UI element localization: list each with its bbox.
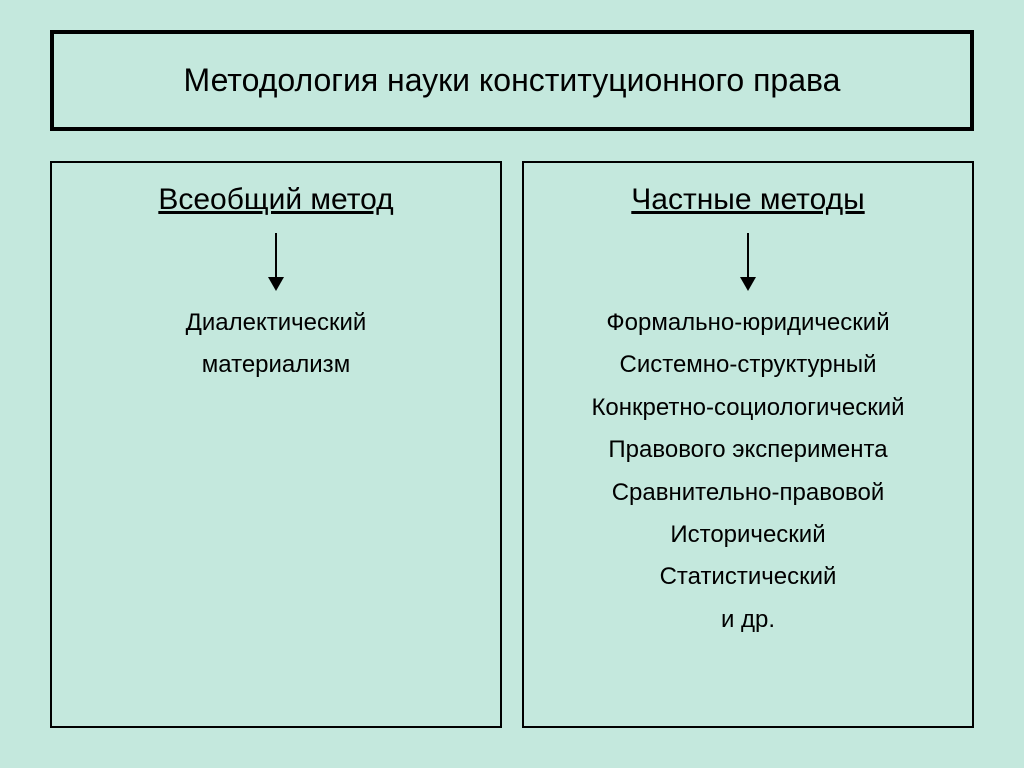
arrow-down-icon xyxy=(268,233,284,291)
list-item: и др. xyxy=(721,604,775,636)
list-item: Сравнительно-правовой xyxy=(612,477,885,509)
list-item: Конкретно-социологический xyxy=(591,392,904,424)
columns-container: Всеобщий метод Диалектический материализ… xyxy=(50,161,974,728)
item-list: Диалектический материализм xyxy=(186,307,367,382)
diagram-title: Методология науки конституционного права xyxy=(74,62,950,99)
column-header: Всеобщий метод xyxy=(158,183,393,217)
title-box: Методология науки конституционного права xyxy=(50,30,974,131)
list-item: Системно-структурный xyxy=(619,349,876,381)
column-universal-method: Всеобщий метод Диалектический материализ… xyxy=(50,161,502,728)
column-private-methods: Частные методы Формально-юридический Сис… xyxy=(522,161,974,728)
list-item: Правового эксперимента xyxy=(608,434,887,466)
column-header: Частные методы xyxy=(631,183,864,217)
list-item: Статистический xyxy=(660,561,837,593)
list-item: Формально-юридический xyxy=(606,307,889,339)
list-item: Диалектический xyxy=(186,307,367,339)
arrow-down-icon xyxy=(740,233,756,291)
item-list: Формально-юридический Системно-структурн… xyxy=(591,307,904,636)
list-item: Исторический xyxy=(670,519,825,551)
list-item: материализм xyxy=(202,349,350,381)
